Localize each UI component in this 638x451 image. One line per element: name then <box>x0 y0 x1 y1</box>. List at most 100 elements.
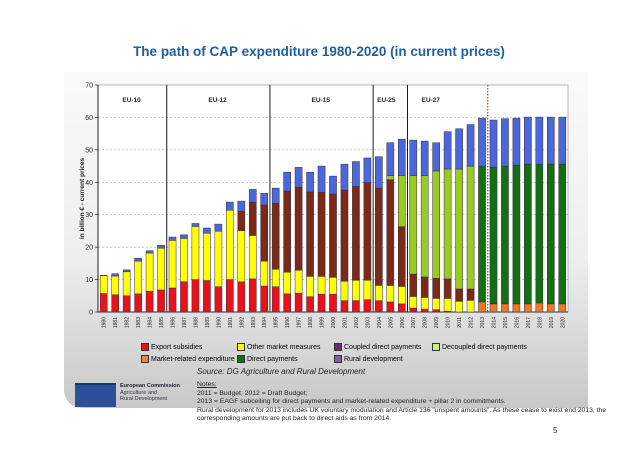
legend-item: Decoupled direct payments <box>432 343 527 351</box>
x-tick-label: 1980 <box>102 317 108 328</box>
bar-segment <box>558 303 567 313</box>
logo-line: Rural Development <box>120 396 168 402</box>
bar-segment <box>260 193 269 206</box>
bar-segment <box>512 164 521 305</box>
bar-segment <box>386 142 395 176</box>
bar-segment <box>535 163 544 304</box>
bar-segment <box>547 163 555 305</box>
bar-segment <box>283 190 291 273</box>
bar-segment <box>237 230 246 283</box>
legend-swatch <box>141 343 149 351</box>
x-tick-label: 1984 <box>148 317 154 328</box>
bar-segment <box>352 161 360 187</box>
legend-swatch <box>432 343 440 351</box>
bar-segment <box>237 210 246 231</box>
x-tick-label: 2006 <box>400 317 406 328</box>
y-tick-label: 70 <box>85 83 93 90</box>
bar-segment <box>524 303 532 313</box>
bar-segment <box>191 223 200 227</box>
bar-segment <box>145 250 154 254</box>
era-label: EU-12 <box>208 97 227 104</box>
note-line: 2011 = Budget; 2012 = Draft Budget; <box>197 389 308 397</box>
bar-segment <box>340 280 349 301</box>
x-tick-label: 2003 <box>365 317 371 328</box>
bar-segment <box>203 280 211 313</box>
bar-segment <box>466 165 475 290</box>
bar-segment <box>180 234 188 239</box>
bar-segment <box>306 191 314 277</box>
y-tick-label: 30 <box>85 212 93 219</box>
bar-segment <box>432 170 440 279</box>
bar-segment <box>248 278 257 313</box>
era-label: EU-25 <box>377 97 396 104</box>
x-tick-label: 1994 <box>262 317 268 328</box>
bar-segment <box>283 293 291 313</box>
bar-segment <box>237 281 246 313</box>
x-tick-label: 1992 <box>239 317 245 328</box>
legend-label: Decoupled direct payments <box>442 343 527 351</box>
bar-segment <box>478 117 486 167</box>
bar-segment <box>168 236 177 241</box>
bar-segment <box>420 308 429 313</box>
bar-segment <box>420 175 429 278</box>
x-tick-label: 1983 <box>136 317 142 328</box>
bar-segment <box>203 227 211 234</box>
bar-segment <box>340 163 349 191</box>
bar-segment <box>306 296 314 313</box>
bar-segment <box>99 275 108 294</box>
bar-segment <box>237 200 246 212</box>
y-tick-label: 0 <box>89 310 93 317</box>
bar-segment <box>157 289 165 313</box>
x-tick-label: 1991 <box>228 317 234 328</box>
y-tick-label: 20 <box>85 245 93 252</box>
bar-segment <box>191 279 200 313</box>
legend-item: Export subsidies <box>141 343 202 351</box>
bar-segment <box>191 226 200 280</box>
x-tick-label: 1987 <box>182 317 188 328</box>
x-tick-label: 2005 <box>388 317 394 328</box>
x-tick-label: 2001 <box>342 317 348 328</box>
bar-segment <box>180 281 188 313</box>
bar-segment <box>306 171 314 193</box>
bar-segment <box>294 186 303 271</box>
bar-segment <box>455 288 463 302</box>
legend-swatch <box>237 343 245 351</box>
bar-segment <box>501 303 509 313</box>
legend-label: Rural development <box>344 355 403 363</box>
bar-segment <box>489 166 498 305</box>
x-tick-label: 1998 <box>308 317 314 328</box>
bar-segment <box>214 223 223 232</box>
x-tick-label: 1996 <box>285 317 291 328</box>
bar-segment <box>489 119 498 168</box>
bar-segment <box>547 116 555 165</box>
y-tick-label: 40 <box>85 180 93 187</box>
x-tick-label: 1995 <box>274 317 280 328</box>
bar-segment <box>283 271 291 295</box>
bar-segment <box>260 204 269 262</box>
legend-item: Other market measures <box>237 343 321 351</box>
bar-segment <box>111 275 119 296</box>
bar-segment <box>432 298 440 310</box>
bar-segment <box>363 182 372 281</box>
bar-segment <box>443 278 452 299</box>
legend-item: Rural development <box>334 355 403 363</box>
bar-segment <box>432 142 440 172</box>
bar-segment <box>248 235 257 280</box>
logo-line: Agriculture and <box>120 389 157 396</box>
bar-segment <box>271 286 280 313</box>
slide-title: The path of CAP expenditure 1980-2020 (i… <box>133 44 505 59</box>
bar-segment <box>512 303 521 313</box>
bar-segment <box>375 300 383 313</box>
x-tick-label: 2000 <box>331 317 337 328</box>
legend-label: Other market measures <box>247 343 321 351</box>
bar-segment <box>226 201 234 211</box>
x-tick-label: 2008 <box>423 317 429 328</box>
legend-label: Export subsidies <box>151 343 203 351</box>
page-number: 5 <box>553 426 558 435</box>
legend-label: Market-related expenditure <box>151 355 235 363</box>
bar-segment <box>363 157 372 183</box>
bar-segment <box>432 309 440 313</box>
legend-swatch <box>334 343 342 351</box>
bar-segment <box>168 240 177 289</box>
legend-swatch <box>237 355 245 363</box>
